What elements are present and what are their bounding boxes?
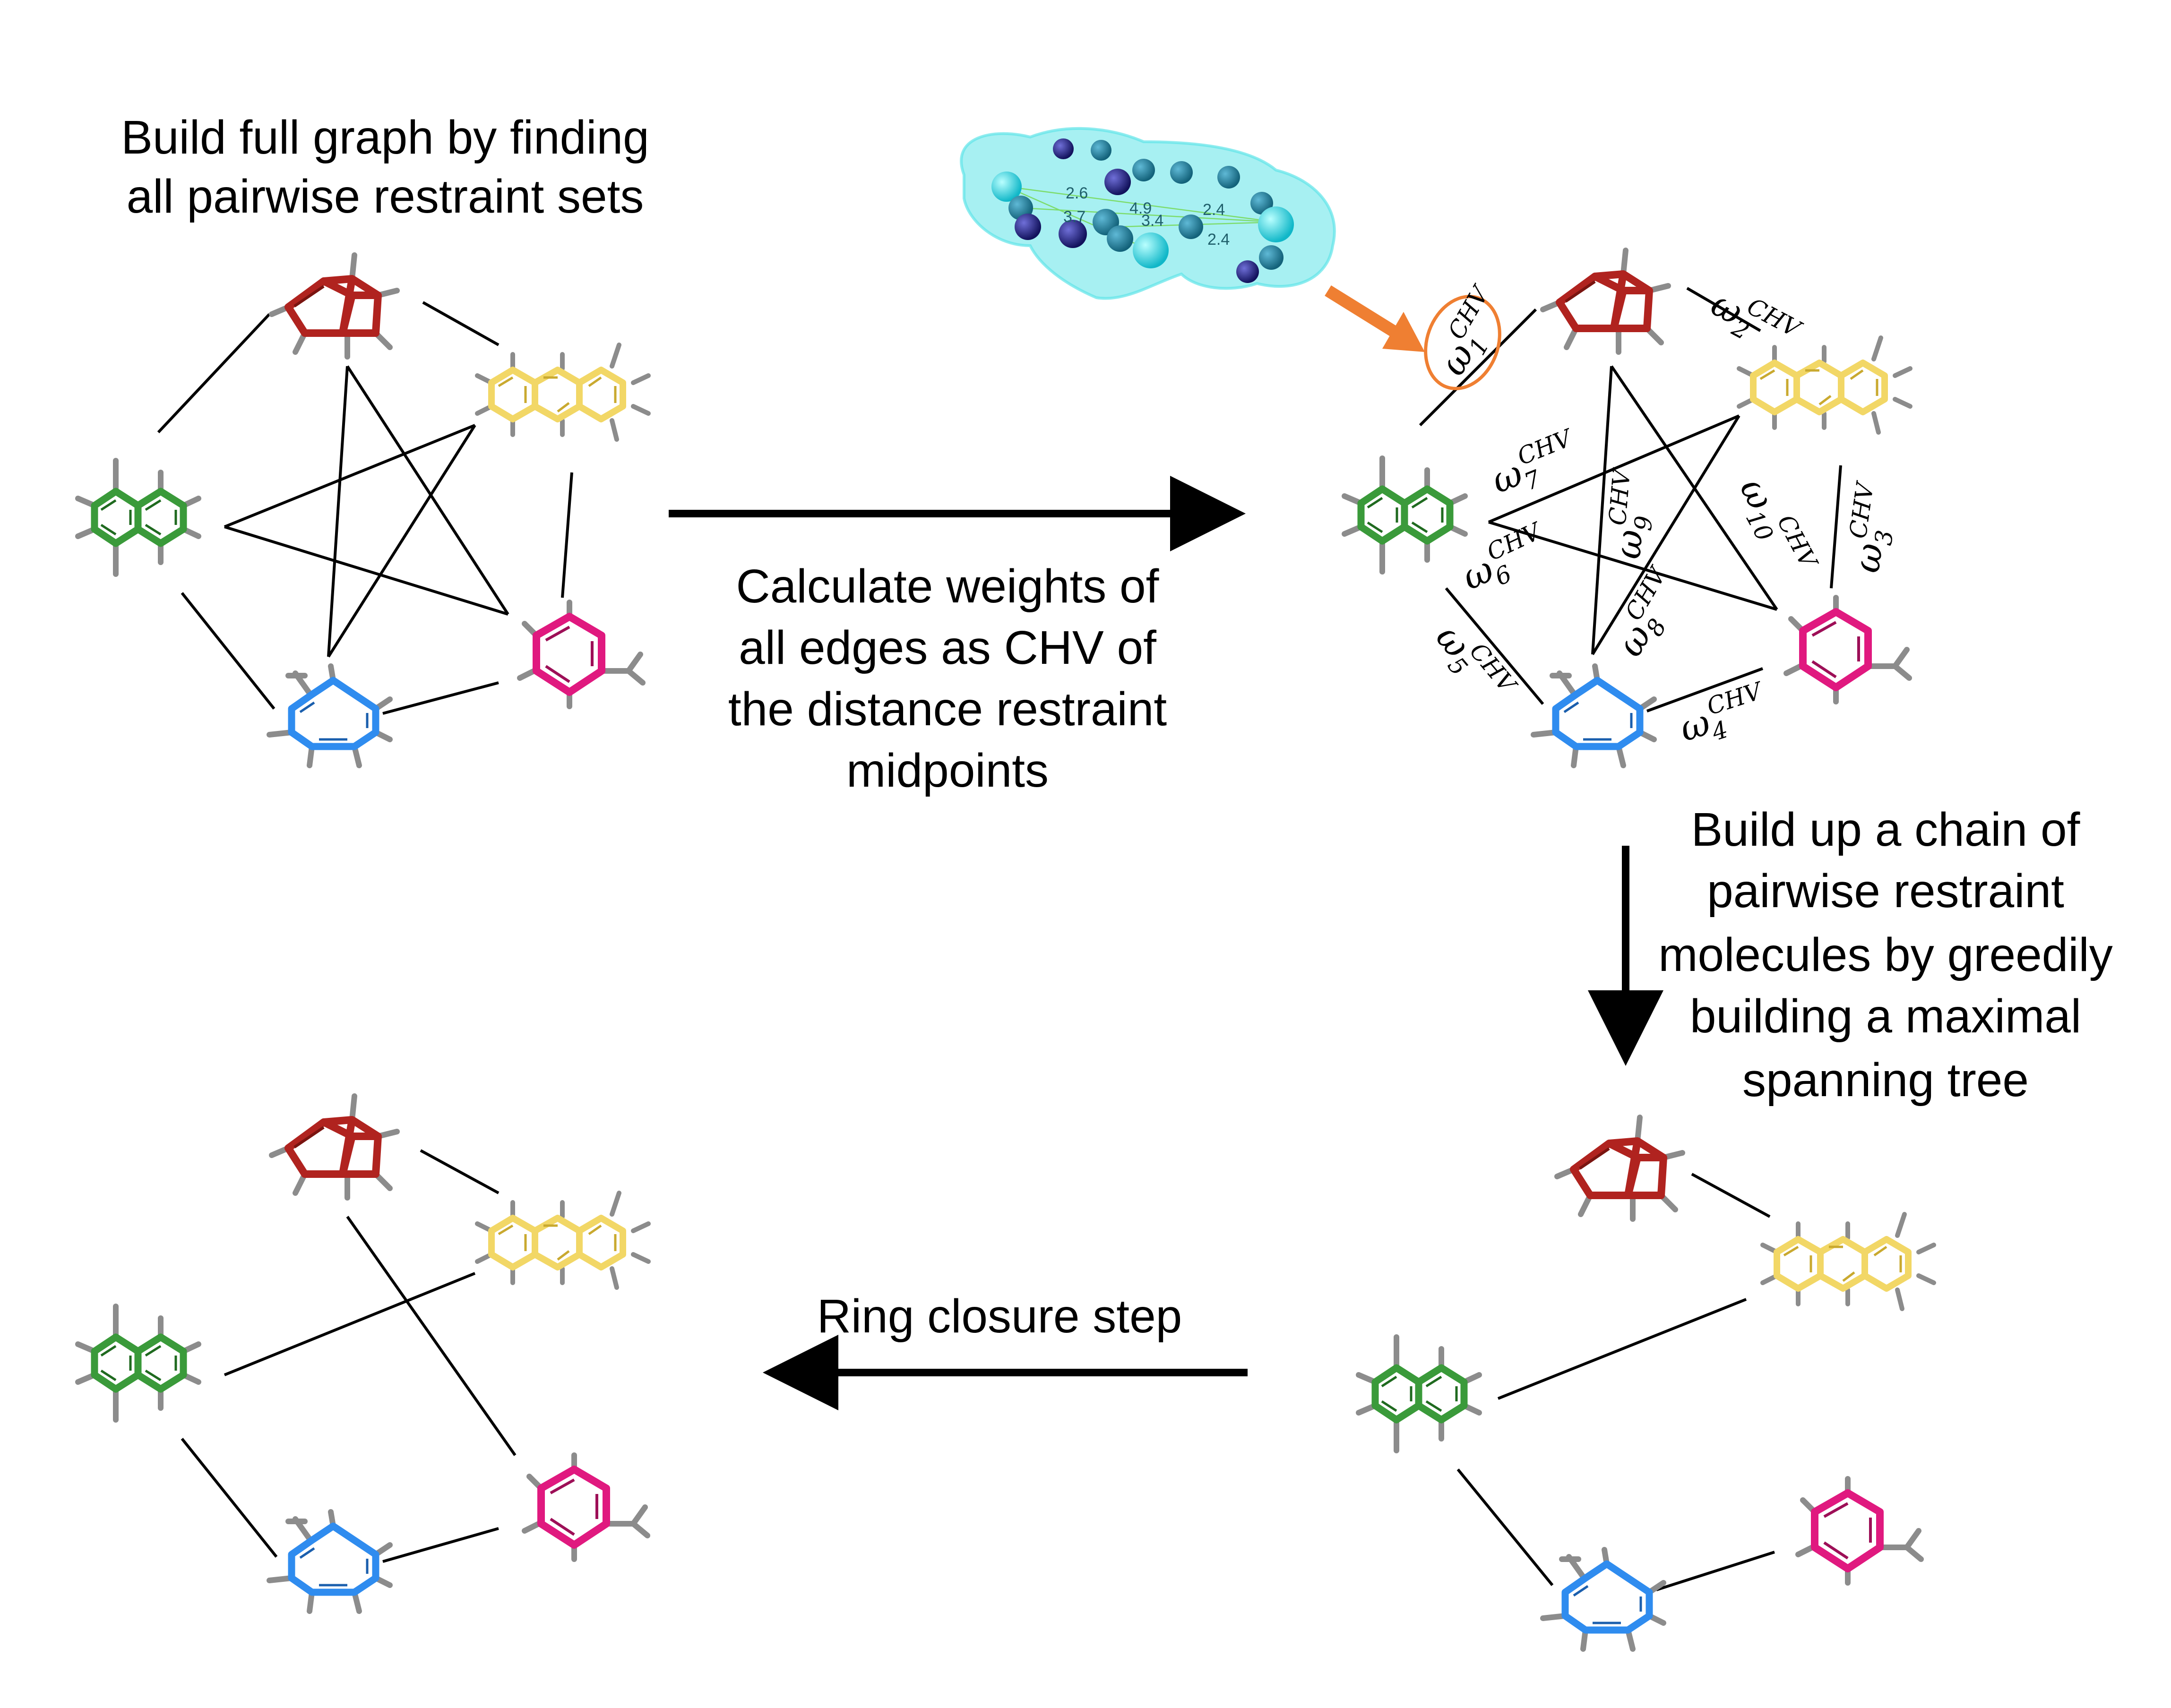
- molecule-magenta: [1798, 1479, 1921, 1583]
- weighted-edges: [1419, 287, 1842, 712]
- edge: [1488, 414, 1740, 524]
- caption-full-graph-line2: all pairwise restraint sets: [127, 170, 644, 223]
- weight-label-4: ω4CHV: [1672, 677, 1775, 755]
- edge: [327, 366, 349, 657]
- distance-label: 2.6: [1066, 184, 1088, 202]
- caption-weights-line4: midpoints: [846, 744, 1049, 797]
- caption-weights-line1: Calculate weights of: [736, 560, 1159, 613]
- arrow-head-icon: [1382, 312, 1425, 352]
- caption-tree-line2: pairwise restraint: [1707, 865, 2064, 918]
- weight-label-1: ω1CHV: [1426, 280, 1518, 385]
- arrow-to-spanning-tree: Build up a chain of pairwise restraint m…: [1588, 803, 2113, 1107]
- molecule-green: [78, 461, 198, 574]
- edge: [1656, 1551, 1775, 1591]
- edge: [224, 525, 508, 616]
- molecule-green: [78, 1306, 198, 1420]
- distance-label: 2.4: [1203, 201, 1225, 219]
- caption-full-graph-line1: Build full graph by finding: [121, 111, 649, 164]
- weight-label-5: ω5CHV: [1423, 613, 1523, 716]
- edge: [420, 1149, 500, 1194]
- distance-label: 2.4: [1207, 231, 1230, 249]
- edge: [157, 313, 271, 434]
- caption-tree-line3: molecules by greedily: [1658, 928, 2113, 981]
- edge: [1686, 287, 1761, 332]
- distance-label: 4.9: [1129, 199, 1152, 217]
- molecule-blue: [269, 1512, 390, 1611]
- molecule-yellow: [477, 345, 648, 439]
- molecule-magenta: [1786, 598, 1909, 702]
- edge: [1456, 1468, 1554, 1586]
- edge: [224, 1272, 476, 1376]
- edge: [382, 681, 499, 715]
- edge: [1591, 366, 1613, 655]
- edge: [1419, 308, 1537, 427]
- molecule-red: [272, 255, 397, 357]
- molecule-red: [1557, 1117, 1682, 1219]
- molecular-surface: [960, 127, 1336, 300]
- weight-label-6: ω6CHV: [1453, 517, 1558, 603]
- molecule-blue: [1533, 666, 1654, 765]
- molecule-green: [1344, 458, 1465, 572]
- molecule-yellow: [1739, 338, 1910, 432]
- molecule-blue: [269, 666, 390, 765]
- caption-weights-line3: the distance restraint: [728, 683, 1167, 736]
- edge: [1691, 1173, 1771, 1218]
- highlight-circle: [1424, 295, 1501, 390]
- molecule-red: [272, 1096, 397, 1198]
- edge: [224, 424, 476, 528]
- arrow-to-ring-closure: Ring closure step: [763, 1290, 1248, 1410]
- edge: [1497, 1298, 1747, 1400]
- edge: [346, 365, 509, 615]
- molecule-magenta: [525, 1455, 647, 1559]
- ring-edges: [181, 1149, 517, 1563]
- caption-weights-line2: all edges as CHV of: [739, 621, 1156, 674]
- edge: [181, 1438, 278, 1558]
- molecule-blue: [1543, 1550, 1663, 1649]
- weight-label-10: ω10CHV: [1727, 468, 1824, 586]
- molecule-green: [1359, 1337, 1479, 1451]
- caption-ring-closure: Ring closure step: [817, 1290, 1182, 1343]
- edge: [181, 592, 276, 710]
- restraint-surface-inset: 2.6 4.9 2.4 3.7 3.4 2.4: [960, 127, 1336, 300]
- graph-edges: [157, 301, 573, 715]
- weight-label-3: ω3CHV: [1840, 479, 1905, 576]
- weight-label-7: ω7CHV: [1483, 423, 1587, 507]
- weight-label-9: ω9CHV: [1601, 466, 1662, 561]
- molecule-red: [1543, 250, 1668, 352]
- distance-label: 3.4: [1141, 212, 1163, 230]
- edge: [1830, 465, 1842, 589]
- edge: [327, 424, 476, 658]
- panel-weighted-graph: ω1CHV ω2CHV ω3CHV ω4CHV ω5CHV ω6CHV ω7CH…: [1344, 250, 1910, 765]
- edge: [1488, 521, 1777, 611]
- atom-spheres: [991, 138, 1294, 283]
- highlight-arrow: [1325, 285, 1425, 352]
- molecule-yellow: [1763, 1214, 1934, 1309]
- caption-tree-line1: Build up a chain of: [1691, 803, 2080, 856]
- edge: [382, 1527, 499, 1563]
- edge: [561, 472, 573, 598]
- edge: [1445, 587, 1544, 705]
- distance-label: 3.7: [1063, 208, 1086, 226]
- edge: [346, 1216, 517, 1456]
- molecule-magenta: [520, 602, 643, 706]
- edge: [422, 301, 500, 346]
- caption-tree-line4: building a maximal: [1690, 990, 2081, 1043]
- caption-tree-line5: spanning tree: [1742, 1054, 2029, 1107]
- tree-edges: [1456, 1173, 1775, 1591]
- arrow-to-weights: Calculate weights of all edges as CHV of…: [669, 476, 1246, 797]
- edge: [1646, 667, 1764, 712]
- molecule-yellow: [477, 1193, 648, 1287]
- panel-spanning-tree: [1359, 1117, 1934, 1649]
- edge: [1591, 415, 1740, 655]
- panel-ring-closure: [78, 1096, 648, 1611]
- panel-full-graph: Build full graph by finding all pairwise…: [78, 111, 649, 765]
- weight-label-2: ω2CHV: [1702, 277, 1807, 367]
